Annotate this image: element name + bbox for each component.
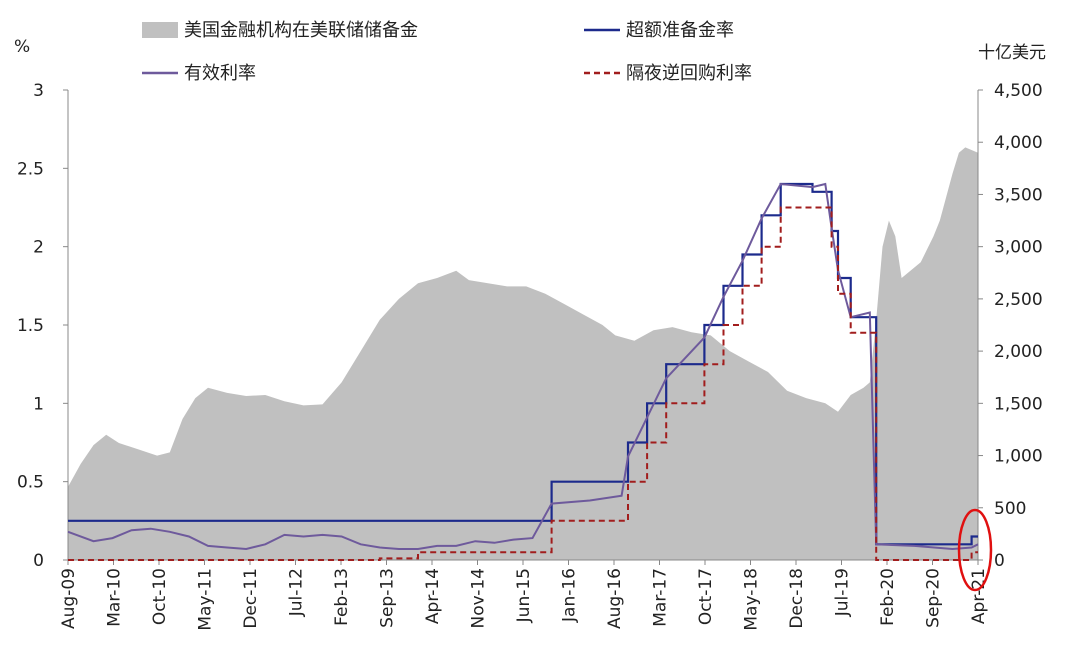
x-tick-label: Feb-20 <box>878 568 898 626</box>
right-tick-label: 0 <box>994 551 1005 571</box>
left-tick-label: 1.5 <box>17 316 44 336</box>
left-tick-label: 2.5 <box>17 159 44 179</box>
line-layer <box>67 182 979 561</box>
x-tick-label: Dec-11 <box>241 568 261 629</box>
x-tick-label: Aug-09 <box>59 568 79 629</box>
legend-label: 隔夜逆回购利率 <box>626 63 752 84</box>
legend-label: 超额准备金率 <box>626 20 734 41</box>
right-tick-label: 3,000 <box>994 238 1043 258</box>
right-tick-label: 1,000 <box>994 447 1043 467</box>
series-line <box>67 182 979 551</box>
right-tick-label: 500 <box>994 499 1026 519</box>
x-tick-label: Mar-17 <box>651 568 671 627</box>
right-tick-label: 2,500 <box>994 290 1043 310</box>
left-tick-label: 2 <box>33 238 44 258</box>
legend-label: 美国金融机构在美联储储备金 <box>184 20 418 41</box>
x-tick-label: Oct-10 <box>150 568 170 625</box>
series-line <box>68 206 978 561</box>
x-tick-label: Jul-12 <box>287 568 307 617</box>
x-tick-label: May-11 <box>196 568 216 631</box>
x-tick-label: Jan-16 <box>560 568 580 623</box>
right-tick-label: 4,000 <box>994 133 1043 153</box>
x-tick-label: Jul-19 <box>833 568 853 617</box>
x-tick-label: Apr-14 <box>423 568 443 624</box>
x-tick-label: Oct-17 <box>696 568 716 625</box>
x-tick-label: Mar-10 <box>105 568 125 627</box>
x-tick-label: Jun-15 <box>514 568 534 623</box>
left-tick-label: 3 <box>33 81 44 101</box>
left-tick-label: 0 <box>33 551 44 571</box>
right-tick-label: 2,000 <box>994 342 1043 362</box>
right-tick-label: 4,500 <box>994 81 1043 101</box>
x-tick-label: Nov-14 <box>469 568 489 629</box>
legend-label: 有效利率 <box>184 63 256 84</box>
series-line <box>68 182 978 546</box>
series-area-reserves <box>68 147 978 560</box>
axis-layer: 0 0.5 1 1.5 2 2.5 3 0 500 1,000 1,500 2,000 2,500 3,0… <box>14 37 1046 631</box>
left-unit-label: % <box>14 37 30 57</box>
x-tick-label: Dec-18 <box>787 568 807 629</box>
x-tick-label: Sep-13 <box>378 568 398 628</box>
right-tick-label: 3,500 <box>994 185 1043 205</box>
x-tick-label: Aug-16 <box>605 568 625 629</box>
left-tick-label: 0.5 <box>17 473 44 493</box>
right-unit-label: 十亿美元 <box>978 43 1046 63</box>
highlight-ellipse <box>957 508 993 592</box>
right-tick-label: 1,500 <box>994 394 1043 414</box>
left-tick-label: 1 <box>33 394 44 414</box>
x-tick-label: Feb-13 <box>332 568 352 626</box>
x-tick-label: May-18 <box>742 568 762 631</box>
legend-swatch-area <box>142 22 178 38</box>
x-tick-label: Sep-20 <box>924 568 944 628</box>
area-layer <box>68 147 978 560</box>
